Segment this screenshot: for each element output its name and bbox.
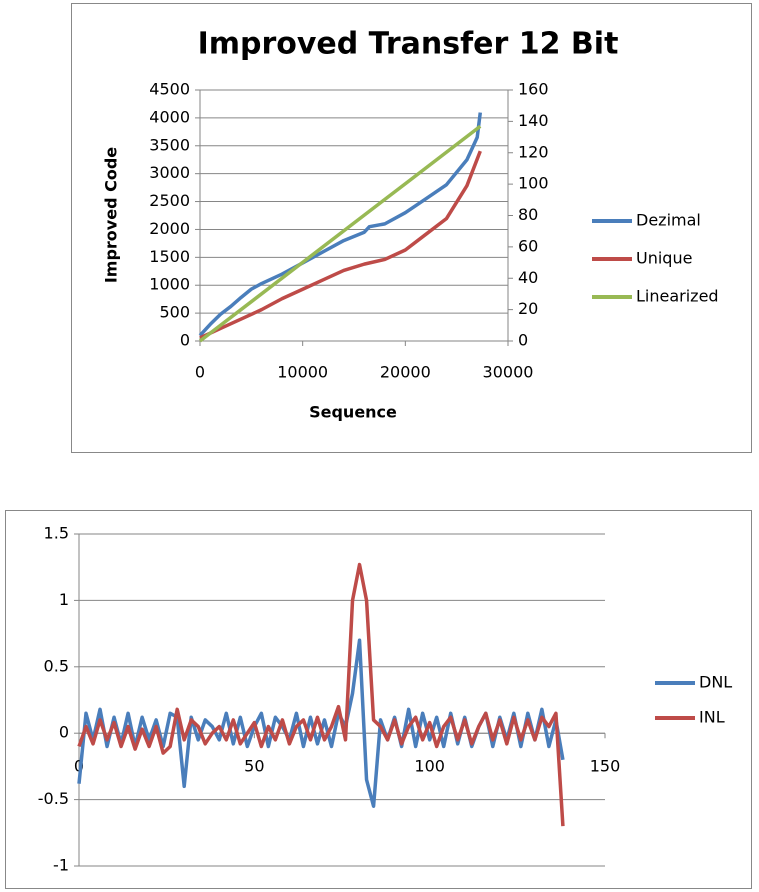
x-tick-label: 10000 [277,363,328,382]
x-tick-label: 30000 [483,363,534,382]
data-line [199,150,482,340]
x-tick-label: 50 [244,757,264,776]
legend-label: Linearized [636,287,719,306]
legend-label: INL [699,708,725,727]
y-tick-label: 4500 [149,80,190,99]
y-tick-label: 500 [159,303,190,322]
y2-tick-label: 0 [518,331,528,350]
legend-label: Unique [636,249,692,268]
data-line [198,124,482,343]
y-tick-label: 1 [59,590,69,609]
y2-tick-label: 40 [518,268,538,287]
legend-label: DNL [699,673,732,692]
x-tick-label: 100 [414,757,445,776]
x-tick-label: 0 [195,363,205,382]
x-tick-label: 150 [590,757,621,776]
y-tick-label: 0.5 [44,656,69,675]
y-tick-label: 1500 [149,247,190,266]
y-tick-label: 3000 [149,163,190,182]
y-axis-label: Improved Code [102,147,121,283]
y-tick-label: 4000 [149,107,190,126]
y-tick-label: 3500 [149,135,190,154]
chart-title: Improved Transfer 12 Bit [198,27,619,62]
y-tick-label: -0.5 [38,789,69,808]
y-tick-label: 2500 [149,191,190,210]
y2-tick-label: 160 [518,80,549,99]
y2-tick-label: 60 [518,236,538,255]
y2-tick-label: 20 [518,299,538,318]
y2-tick-label: 120 [518,142,549,161]
chart-frame [5,510,752,889]
x-tick-label: 20000 [380,363,431,382]
y-tick-label: -1 [53,856,69,875]
y2-tick-label: 140 [518,111,549,130]
x-axis-label: Sequence [309,403,397,422]
y-tick-label: 0 [180,331,190,350]
legend-label: Dezimal [636,211,701,230]
y2-tick-label: 80 [518,205,538,224]
y-tick-label: 1.5 [44,524,69,543]
y2-tick-label: 100 [518,174,549,193]
data-line [198,112,483,337]
y-tick-label: 0 [59,723,69,742]
chart-frame [71,3,752,453]
data-line [77,562,565,827]
y-tick-label: 2000 [149,219,190,238]
y-tick-label: 1000 [149,275,190,294]
